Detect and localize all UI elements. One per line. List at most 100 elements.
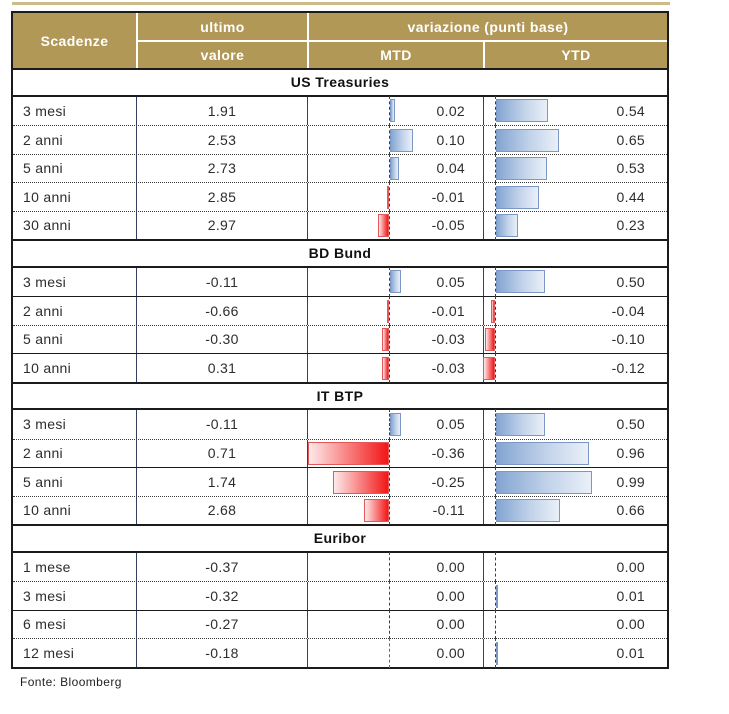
ytd-value: 0.53 xyxy=(616,160,645,177)
mtd-cell: 0.00 xyxy=(307,638,483,668)
maturity-label: 3 mesi xyxy=(23,102,67,119)
maturity-label: 5 anni xyxy=(23,473,63,490)
maturity-label: 12 mesi xyxy=(23,644,75,661)
table-row: 3 mesi -0.11 0.05 0.50 xyxy=(13,409,667,440)
table-row: 5 anni -0.30 -0.03 -0.10 xyxy=(13,324,667,354)
maturity-label: 6 mesi xyxy=(23,616,67,633)
mtd-bar xyxy=(377,214,389,237)
mtd-bar xyxy=(382,356,389,380)
mtd-bar xyxy=(308,442,389,465)
maturity-label: 10 anni xyxy=(23,359,72,376)
mtd-bar xyxy=(390,270,402,293)
mtd-zero-baseline xyxy=(389,95,390,126)
table-row: 5 anni 1.74 -0.25 0.99 xyxy=(13,467,667,497)
header-subrow: MTD YTD xyxy=(307,42,667,68)
ytd-cell: 0.66 xyxy=(483,495,667,525)
mtd-zero-baseline xyxy=(389,609,390,639)
ytd-bar xyxy=(496,185,539,209)
mtd-cell: 0.05 xyxy=(307,266,483,297)
table-row: 2 anni 2.53 0.10 0.65 xyxy=(13,125,667,155)
ytd-zero-baseline xyxy=(495,409,496,440)
table-row: 30 anni 2.97 -0.05 0.23 xyxy=(13,210,667,240)
section-title: Euribor xyxy=(13,524,667,553)
table-row: 10 anni 2.85 -0.01 0.44 xyxy=(13,182,667,212)
mtd-bar xyxy=(390,128,413,152)
mtd-zero-baseline xyxy=(389,353,390,383)
mtd-zero-baseline xyxy=(389,581,390,611)
ytd-cell: 0.01 xyxy=(483,638,667,668)
mtd-value: 0.00 xyxy=(436,587,465,604)
ytd-bar xyxy=(496,641,498,665)
maturity-label: 10 anni xyxy=(23,188,72,205)
table-row: 3 mesi -0.11 0.05 0.50 xyxy=(13,266,667,297)
mtd-cell: 0.05 xyxy=(307,409,483,440)
ytd-cell: 0.23 xyxy=(483,210,667,240)
ytd-cell: 0.53 xyxy=(483,153,667,183)
mtd-cell: 0.00 xyxy=(307,551,483,582)
mtd-value: 0.04 xyxy=(436,160,465,177)
mtd-value: 0.05 xyxy=(436,416,465,433)
mtd-value: -0.25 xyxy=(431,473,465,490)
ytd-value: 0.50 xyxy=(616,273,645,290)
ytd-value: 0.01 xyxy=(616,644,645,661)
mtd-cell: 0.04 xyxy=(307,153,483,183)
ytd-cell: 0.50 xyxy=(483,409,667,440)
maturity-label: 2 anni xyxy=(23,302,63,319)
mtd-value: 0.05 xyxy=(436,273,465,290)
ytd-value: 0.23 xyxy=(616,217,645,234)
last-value: -0.18 xyxy=(136,639,307,667)
ytd-cell: 0.00 xyxy=(483,609,667,639)
ytd-zero-baseline xyxy=(495,95,496,126)
last-value: 2.85 xyxy=(136,183,307,211)
maturity-label: 3 mesi xyxy=(23,273,67,290)
ytd-cell: 0.96 xyxy=(483,438,667,468)
mtd-zero-baseline xyxy=(389,153,390,183)
header-last-value-line1: ultimo xyxy=(136,13,307,42)
table-row: 3 mesi -0.32 0.00 0.01 xyxy=(13,581,667,611)
mtd-bar xyxy=(332,470,389,494)
ytd-value: 0.00 xyxy=(616,558,645,575)
last-value: 2.73 xyxy=(136,154,307,182)
mtd-value: 0.02 xyxy=(436,102,465,119)
ytd-cell: 0.65 xyxy=(483,125,667,155)
section-title: IT BTP xyxy=(13,381,667,410)
last-value: 0.31 xyxy=(136,354,307,382)
ytd-zero-baseline xyxy=(495,495,496,525)
mtd-cell: 0.02 xyxy=(307,95,483,126)
mtd-bar xyxy=(386,185,389,209)
table-row: 2 anni -0.66 -0.01 -0.04 xyxy=(13,296,667,326)
table-row: 10 anni 0.31 -0.03 -0.12 xyxy=(13,353,667,383)
mtd-bar xyxy=(364,499,389,522)
mtd-zero-baseline xyxy=(389,210,390,240)
table-row: 12 mesi -0.18 0.00 0.01 xyxy=(13,638,667,668)
mtd-value: -0.01 xyxy=(431,188,465,205)
top-gold-strip xyxy=(12,2,670,5)
last-value: -0.66 xyxy=(136,297,307,325)
ytd-zero-baseline xyxy=(495,581,496,611)
mtd-zero-baseline xyxy=(389,324,390,354)
last-value: 1.91 xyxy=(136,96,307,125)
table-row: 2 anni 0.71 -0.36 0.96 xyxy=(13,438,667,468)
maturity-label: 2 anni xyxy=(23,445,63,462)
ytd-cell: 0.00 xyxy=(483,551,667,582)
table-row: 5 anni 2.73 0.04 0.53 xyxy=(13,153,667,183)
mtd-cell: -0.01 xyxy=(307,182,483,212)
mtd-bar xyxy=(390,157,399,180)
table-row: 1 mese -0.37 0.00 0.00 xyxy=(13,551,667,582)
ytd-cell: -0.04 xyxy=(483,296,667,326)
ytd-zero-baseline xyxy=(495,609,496,639)
ytd-cell: -0.12 xyxy=(483,353,667,383)
ytd-bar xyxy=(496,214,519,237)
maturity-label: 5 anni xyxy=(23,331,63,348)
ytd-zero-baseline xyxy=(495,153,496,183)
mtd-value: -0.03 xyxy=(431,331,465,348)
maturity-label: 10 anni xyxy=(23,502,72,519)
ytd-value: 0.99 xyxy=(616,473,645,490)
ytd-bar xyxy=(483,356,495,380)
mtd-cell: 0.00 xyxy=(307,581,483,611)
ytd-bar xyxy=(496,128,560,152)
ytd-value: -0.10 xyxy=(611,331,645,348)
maturity-label: 3 mesi xyxy=(23,416,67,433)
ytd-zero-baseline xyxy=(495,638,496,668)
